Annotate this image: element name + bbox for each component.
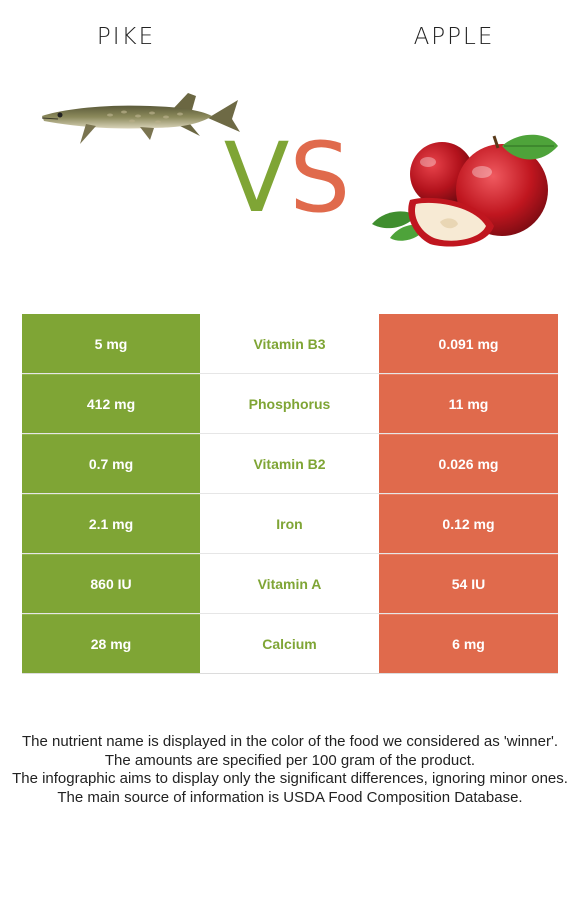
nutrient-name: Vitamin A: [200, 554, 379, 613]
table-row: 28 mg Calcium 6 mg: [22, 614, 558, 674]
apple-value: 6 mg: [379, 614, 558, 673]
vs-label: VS: [222, 130, 352, 226]
pike-value: 5 mg: [22, 314, 200, 373]
vs-s: S: [289, 122, 351, 234]
nutrient-table: 5 mg Vitamin B3 0.091 mg 412 mg Phosphor…: [22, 314, 558, 674]
table-row: 2.1 mg Iron 0.12 mg: [22, 494, 558, 554]
footer-line: The infographic aims to display only the…: [12, 770, 568, 787]
nutrient-name: Phosphorus: [200, 374, 379, 433]
footer-line: The amounts are specified per 100 gram o…: [104, 751, 476, 769]
table-row: 5 mg Vitamin B3 0.091 mg: [22, 314, 558, 374]
apple-value: 0.026 mg: [379, 434, 558, 493]
food-title-right: APPLE: [413, 24, 495, 50]
footer-line: The nutrient name is displayed in the co…: [21, 733, 559, 750]
footer-line: The main source of information is USDA F…: [57, 788, 523, 806]
pike-value: 2.1 mg: [22, 494, 200, 553]
apple-value: 0.091 mg: [379, 314, 558, 373]
pike-image: [41, 93, 240, 144]
pike-value: 412 mg: [22, 374, 200, 433]
nutrient-name: Calcium: [200, 614, 379, 673]
table-row: 0.7 mg Vitamin B2 0.026 mg: [22, 434, 558, 494]
nutrient-name: Vitamin B2: [200, 434, 379, 493]
table-row: 412 mg Phosphorus 11 mg: [22, 374, 558, 434]
food-title-left: PIKE: [96, 24, 156, 50]
nutrient-name: Iron: [200, 494, 379, 553]
pike-value: 0.7 mg: [22, 434, 200, 493]
table-row: 860 IU Vitamin A 54 IU: [22, 554, 558, 614]
apple-image: [372, 134, 558, 247]
pike-value: 28 mg: [22, 614, 200, 673]
apple-value: 0.12 mg: [379, 494, 558, 553]
nutrient-name: Vitamin B3: [200, 314, 379, 373]
pike-value: 860 IU: [22, 554, 200, 613]
apple-value: 54 IU: [379, 554, 558, 613]
apple-value: 11 mg: [379, 374, 558, 433]
vs-v: V: [223, 122, 290, 234]
footer-notes: The nutrient name is displayed in the co…: [10, 733, 570, 807]
